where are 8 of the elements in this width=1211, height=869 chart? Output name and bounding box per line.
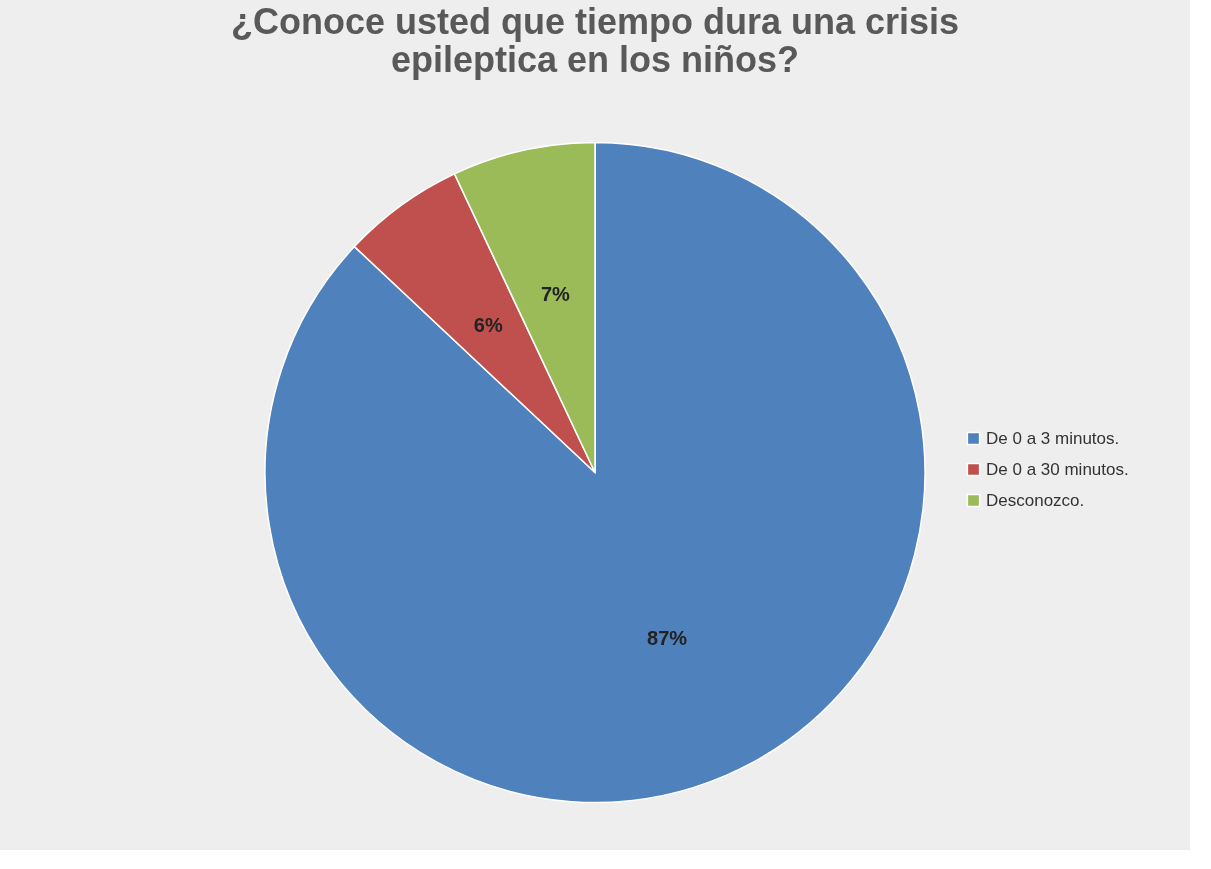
legend-label: Desconozco.	[986, 490, 1085, 510]
data-label: 6%	[473, 313, 503, 336]
legend-label: De 0 a 3 minutos.	[986, 428, 1120, 448]
data-label: 7%	[540, 283, 571, 306]
pie-slice	[264, 141, 926, 804]
data-label: 87%	[647, 627, 688, 650]
chart-title: ¿Conoce usted que tiempo dura una crisis epileptica en los niños?	[230, 1, 960, 80]
legend-label: De 0 a 30 minutos.	[986, 459, 1129, 479]
